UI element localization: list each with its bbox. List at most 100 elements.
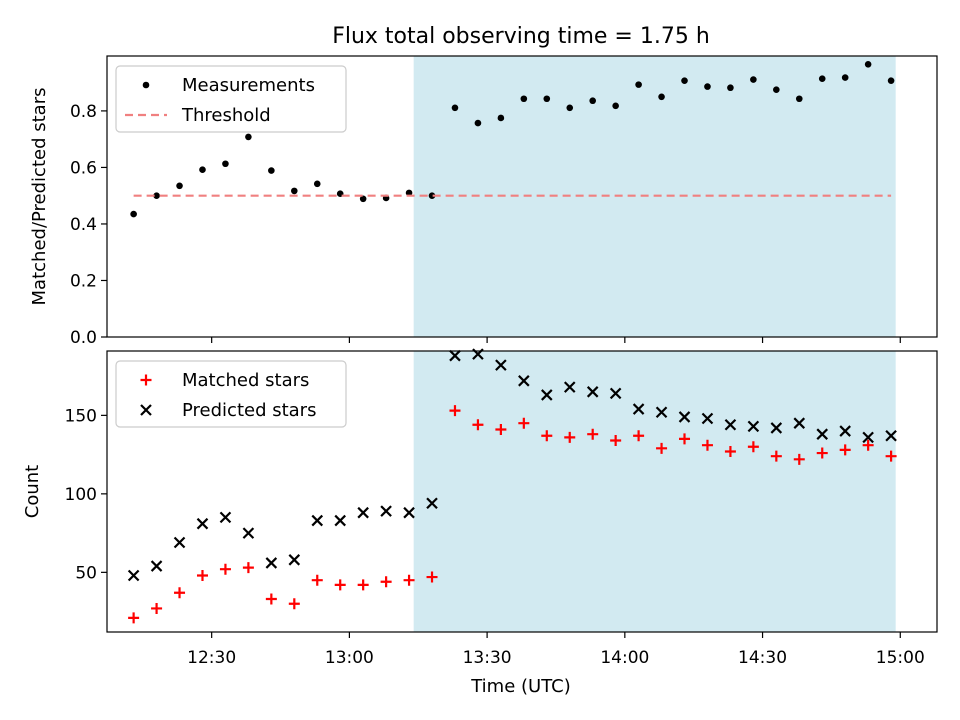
data-point: [451, 104, 459, 112]
data-point: [541, 389, 553, 401]
axes-frame: [106, 350, 938, 633]
data-point: [841, 74, 849, 81]
data-point: [770, 422, 783, 434]
data-point: [472, 419, 484, 431]
data-point: [793, 453, 805, 465]
data-point: [885, 450, 897, 462]
data-point: [612, 102, 619, 110]
x-tick-label: 14:00: [600, 648, 649, 668]
data-point: [130, 210, 137, 218]
data-point: [887, 77, 895, 84]
data-point: [449, 349, 461, 362]
ratio-panel: 0.0 0.2 0.4 0.6 0.8 Matched/Predicted stars Me…: [29, 55, 938, 348]
data-point: [747, 420, 760, 433]
data-point: [816, 428, 829, 440]
data-point: [885, 429, 897, 442]
data-point: [658, 93, 665, 101]
data-point: [242, 527, 255, 539]
data-point: [518, 417, 530, 429]
data-point: [219, 563, 231, 575]
legend-box: [115, 65, 347, 133]
data-point: [288, 598, 300, 610]
data-point: [750, 76, 757, 83]
data-point: [176, 182, 183, 190]
observing-span-band: [413, 351, 896, 632]
data-point: [818, 75, 826, 82]
data-point: [679, 433, 691, 445]
data-point: [839, 444, 851, 456]
data-point: [357, 579, 369, 591]
data-point: [656, 442, 668, 454]
data-point: [586, 386, 599, 398]
data-point: [242, 562, 254, 574]
legend-label: Matched stars: [182, 370, 309, 391]
data-point: [589, 97, 596, 105]
data-point: [196, 517, 209, 530]
y-tick-label: 0.2: [70, 271, 97, 291]
data-point: [219, 511, 232, 524]
axes-frame: [106, 55, 938, 338]
data-point: [449, 405, 461, 417]
data-point: [403, 574, 415, 586]
data-point: [816, 447, 828, 459]
data-point: [428, 192, 436, 199]
chart-title: Flux total observing time = 1.75 h: [332, 24, 710, 49]
legend-swatch: [142, 81, 150, 89]
data-point: [632, 403, 645, 415]
data-point: [635, 81, 642, 88]
data-point: [311, 574, 323, 586]
legend-label: Measurements: [182, 75, 315, 96]
data-point: [222, 160, 229, 168]
data-point: [587, 428, 599, 440]
data-point: [724, 419, 737, 431]
data-point: [563, 381, 576, 393]
data-point: [704, 83, 711, 90]
data-point: [334, 579, 346, 591]
data-point: [495, 423, 507, 435]
y-tick-label: 0.6: [70, 158, 97, 178]
data-point: [291, 187, 298, 195]
data-point: [265, 557, 278, 569]
data-point: [541, 430, 553, 442]
data-point: [655, 406, 668, 419]
y-tick-label: 0.8: [70, 102, 97, 122]
data-point: [426, 571, 438, 583]
data-point: [313, 180, 321, 188]
legend: Matched stars Predicted stars: [115, 360, 347, 428]
data-point: [150, 560, 163, 572]
data-point: [474, 119, 482, 127]
data-point: [151, 602, 163, 614]
data-point: [265, 593, 277, 605]
legend-label: Threshold: [181, 105, 271, 126]
y-axis-label: Count: [22, 465, 43, 518]
data-point: [405, 189, 413, 197]
y-tick-label: 0.4: [70, 215, 97, 235]
data-point: [196, 569, 208, 581]
data-point: [380, 505, 392, 517]
data-point: [268, 167, 275, 174]
data-point: [701, 439, 713, 451]
x-axis-label: Time (UTC): [470, 676, 571, 697]
data-point: [173, 536, 186, 549]
data-point: [610, 434, 622, 446]
data-point: [795, 95, 803, 103]
data-point: [357, 506, 369, 519]
data-point: [127, 569, 140, 582]
data-point: [520, 95, 528, 103]
data-point: [426, 497, 438, 510]
data-point: [864, 60, 872, 68]
count-panel: 50 100 150 12:30 13:00 13:30 14:00 14:30 15:00 Co…: [22, 348, 938, 668]
data-point: [245, 133, 252, 141]
data-point: [609, 387, 622, 400]
data-point: [543, 95, 551, 103]
data-point: [678, 411, 691, 423]
data-point: [724, 445, 736, 457]
y-tick-label: 100: [65, 485, 97, 505]
data-point: [633, 430, 645, 442]
data-point: [334, 514, 346, 527]
data-point: [727, 84, 734, 92]
data-point: [518, 375, 530, 387]
data-point: [862, 439, 874, 451]
data-point: [128, 612, 140, 624]
